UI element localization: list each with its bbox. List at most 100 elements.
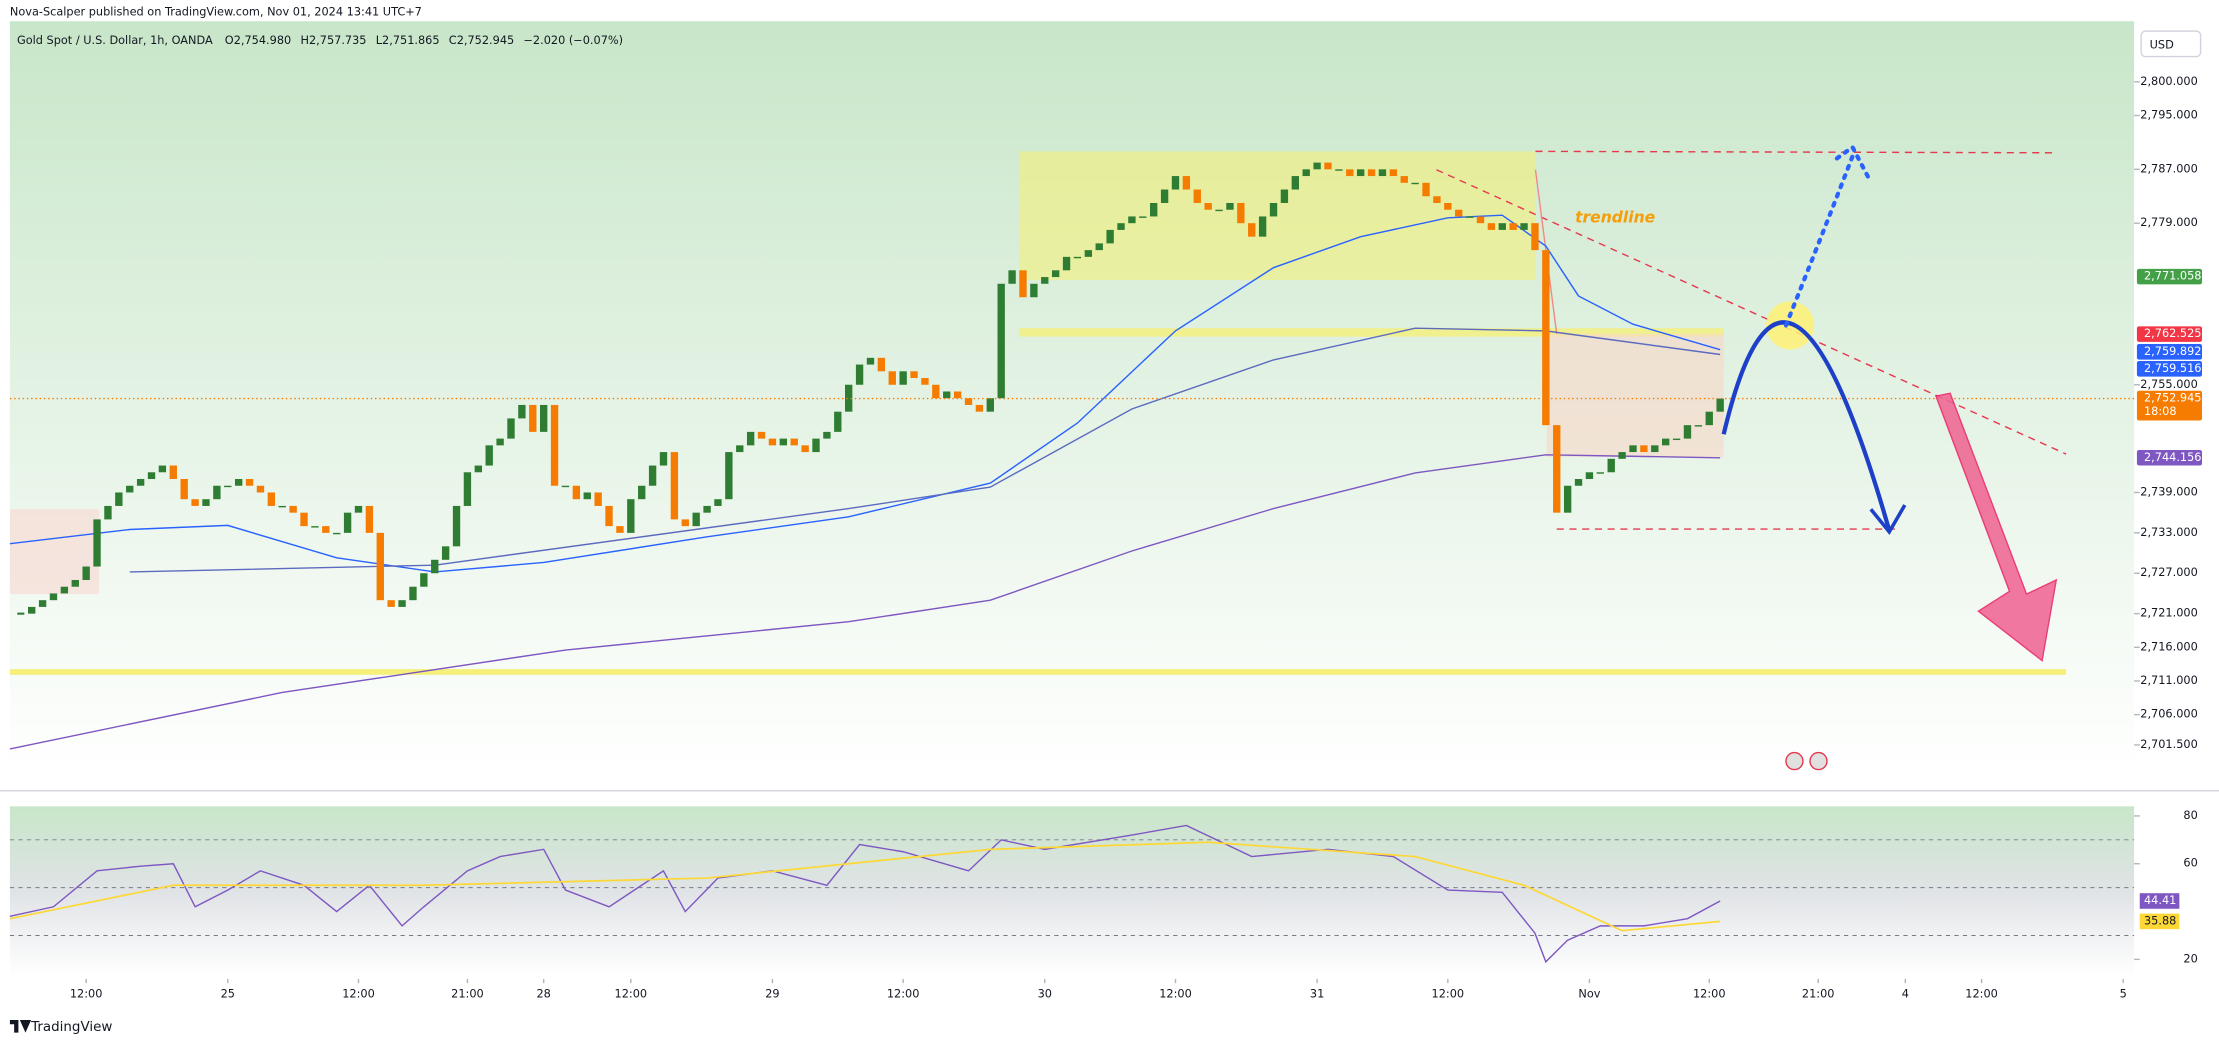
candle <box>986 398 994 412</box>
symbol: Gold Spot / U.S. Dollar, 1h, OANDA <box>17 34 213 47</box>
candle <box>1269 202 1278 217</box>
candle <box>1237 202 1245 224</box>
annotation: trendline <box>1575 208 1655 226</box>
candle <box>1204 202 1212 210</box>
x-tick-label: 12:00 <box>1159 987 1192 1000</box>
candle <box>943 391 951 399</box>
candle <box>38 600 47 607</box>
candle <box>376 532 384 601</box>
y-tick-label: 2,716.000 <box>2140 640 2198 653</box>
candle <box>681 519 689 527</box>
currency[interactable]: USD <box>2150 38 2174 51</box>
price-label: 2,771.058 <box>2144 270 2202 283</box>
candle <box>627 499 635 533</box>
x-tick-label: 28 <box>536 987 550 1000</box>
candle <box>1106 229 1114 244</box>
price-label: 2,759.892 <box>2144 345 2202 358</box>
x-tick-label: 12:00 <box>615 987 648 1000</box>
candle <box>638 485 646 500</box>
y-tick-label: 2,733.000 <box>2140 526 2198 539</box>
candle <box>1215 209 1223 212</box>
candle <box>1313 162 1321 170</box>
candle <box>659 452 668 466</box>
candle <box>1291 176 1299 190</box>
candle <box>1095 243 1103 251</box>
candle <box>71 579 79 587</box>
candle <box>1574 479 1583 486</box>
close: C2,752.945 <box>449 34 514 47</box>
currency-button[interactable] <box>2140 30 2202 58</box>
candle <box>180 479 188 500</box>
candle <box>28 606 36 614</box>
y-tick-label: 2,701.500 <box>2140 738 2198 751</box>
candle <box>910 371 918 379</box>
x-tick-label: 21:00 <box>1802 987 1835 1000</box>
zone <box>1546 333 1724 457</box>
y-tick-label: 2,727.000 <box>2140 566 2198 579</box>
rsi-pane <box>9 806 2135 977</box>
low: L2,751.865 <box>376 34 440 47</box>
candle <box>1433 196 1441 203</box>
candle <box>1128 216 1136 224</box>
candle <box>594 492 602 506</box>
y-tick-label: 2,739.000 <box>2140 485 2198 498</box>
candle <box>256 485 265 493</box>
candle <box>452 505 461 547</box>
candle <box>997 283 1005 399</box>
candle <box>1476 216 1485 224</box>
candle <box>213 485 221 500</box>
projection-arrow <box>1721 320 1892 532</box>
candle <box>1585 472 1594 480</box>
zone <box>9 509 100 595</box>
candle <box>1030 283 1038 298</box>
candle <box>866 357 875 365</box>
y-tick-label: 2,721.000 <box>2140 607 2198 620</box>
price-label-box <box>2136 449 2203 466</box>
candle <box>60 586 69 594</box>
candle <box>692 512 700 527</box>
candle <box>801 445 809 453</box>
value-label: 35.88 <box>2144 914 2176 927</box>
dotted-arrow <box>1783 150 1857 328</box>
y-tick-label: 2,787.000 <box>2140 162 2198 175</box>
candle <box>49 593 58 601</box>
candle <box>441 546 450 560</box>
candle <box>234 479 243 486</box>
candle <box>431 559 439 574</box>
candle <box>365 505 374 533</box>
candle <box>1553 425 1561 513</box>
price-label-box <box>2136 268 2203 285</box>
y-tick-label: 2,706.000 <box>2140 708 2198 721</box>
candle <box>1182 176 1191 190</box>
x-tick-label: 31 <box>1310 987 1324 1000</box>
candle <box>779 438 788 446</box>
candle <box>823 431 831 439</box>
open: O2,754.980 <box>225 34 291 47</box>
candle <box>703 505 711 513</box>
candle <box>1226 202 1234 210</box>
candle <box>1705 411 1713 426</box>
candle <box>354 505 363 513</box>
x-tick-label: 29 <box>765 987 779 1000</box>
candle <box>1171 176 1180 190</box>
candle <box>1672 438 1681 441</box>
candle <box>1378 169 1387 177</box>
candle <box>845 384 853 412</box>
candle <box>1629 445 1637 453</box>
candle <box>1444 202 1452 210</box>
x-tick-label: 12:00 <box>70 987 103 1000</box>
price-label: 2,762.525 <box>2144 327 2202 340</box>
candle <box>1662 438 1670 446</box>
price-label-box <box>2136 361 2203 377</box>
candle <box>278 505 286 508</box>
candle <box>1019 270 1027 298</box>
candle <box>147 472 156 480</box>
x-tick-label: 12:00 <box>1693 987 1726 1000</box>
price-label: 2,744.156 <box>2144 451 2202 464</box>
arrow-head <box>1834 143 1871 179</box>
candle <box>267 492 276 506</box>
candle <box>1324 162 1332 170</box>
candle <box>932 384 940 399</box>
